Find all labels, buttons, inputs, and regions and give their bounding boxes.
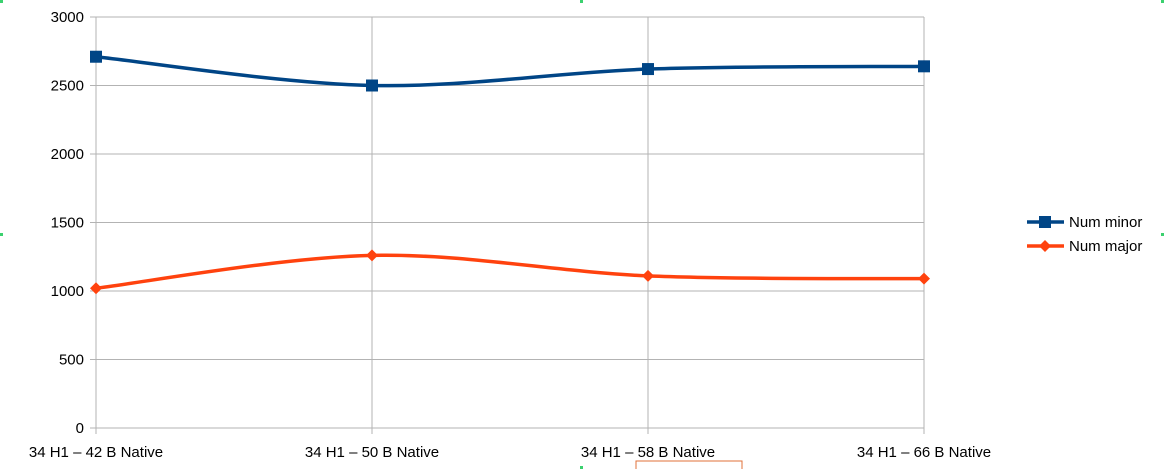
data-point-num-minor (642, 63, 654, 76)
data-point-num-major (366, 249, 378, 262)
legend-label: Num minor (1069, 214, 1142, 231)
data-point-num-major (642, 269, 654, 282)
series-num-minor (90, 50, 930, 92)
series-group (90, 50, 930, 295)
x-axis-ticks: 34 H1 – 42 B Native 34 H1 – 50 B Native 34… (29, 444, 991, 461)
legend-item-num-major: Num major (1027, 238, 1142, 255)
y-tick-label: 1000 (51, 283, 84, 300)
selection-handle (0, 0, 3, 3)
data-point-num-major (90, 282, 102, 295)
y-tick-label: 2000 (51, 146, 84, 163)
selection-handle (580, 466, 583, 469)
series-line-num-major (95, 253, 925, 290)
y-tick-label: 1500 (51, 215, 84, 232)
selection-handle (580, 0, 583, 3)
selection-outline (635, 460, 743, 469)
legend-marker (1039, 240, 1051, 252)
data-point-num-minor (366, 79, 378, 92)
selection-handle (1161, 233, 1164, 236)
y-tick-label: 0 (76, 420, 84, 437)
legend-label: Num major (1069, 238, 1142, 255)
x-tick-label: 34 H1 – 58 B Native (581, 444, 715, 461)
selection-handle (0, 233, 3, 236)
legend: Num minor Num major (1027, 214, 1142, 255)
axes (95, 17, 924, 429)
legend-marker (1039, 216, 1051, 228)
x-tick-label: 34 H1 – 50 B Native (305, 444, 439, 461)
selection-handle (1161, 0, 1164, 3)
x-tick-label: 34 H1 – 66 B Native (857, 444, 991, 461)
series-line-num-minor (95, 54, 925, 88)
data-point-num-minor (90, 50, 102, 63)
y-tick-label: 3000 (51, 9, 84, 26)
x-tick-label: 34 H1 – 42 B Native (29, 444, 163, 461)
y-axis-ticks: 0 500 1000 1500 2000 2500 3000 (51, 9, 84, 437)
y-tick-label: 500 (59, 352, 84, 369)
data-point-num-major (918, 272, 930, 285)
y-tick-label: 2500 (51, 78, 84, 95)
data-point-num-minor (918, 60, 930, 73)
legend-item-num-minor: Num minor (1027, 214, 1142, 231)
series-num-major (90, 249, 930, 295)
